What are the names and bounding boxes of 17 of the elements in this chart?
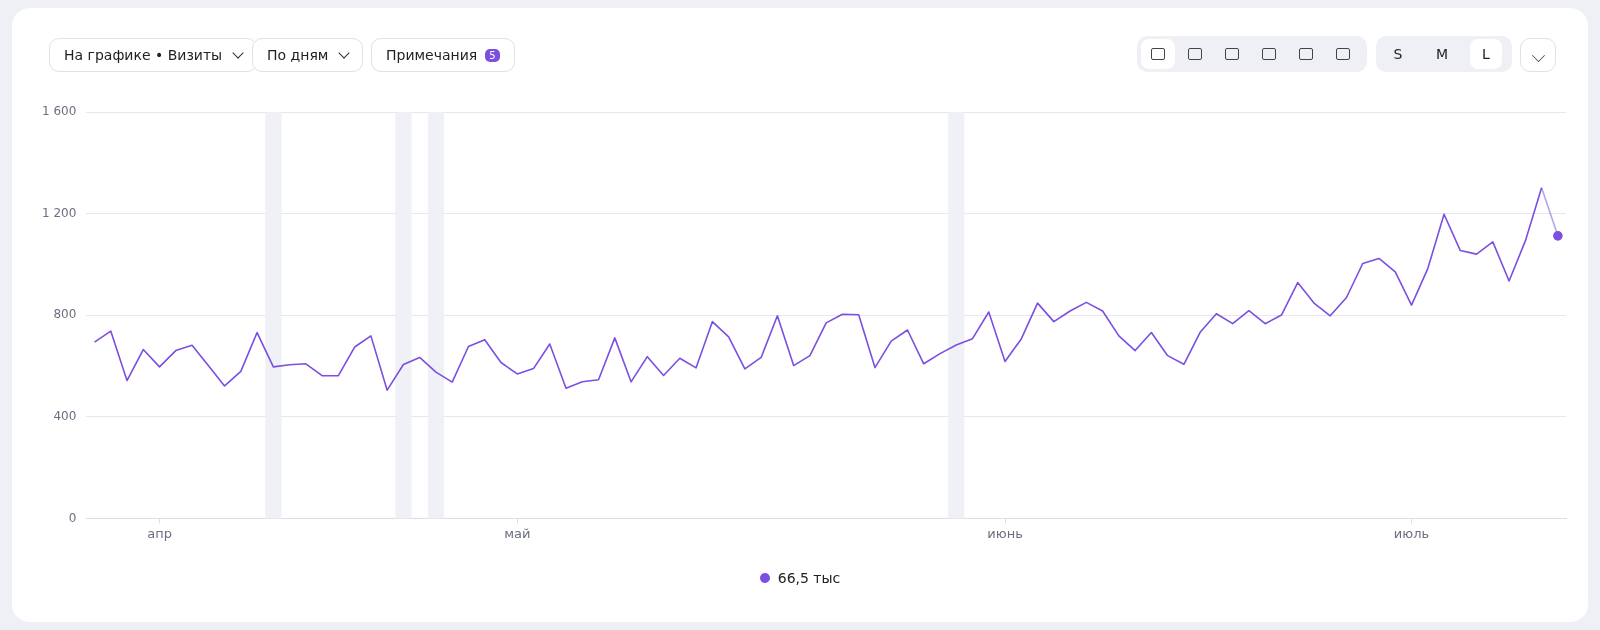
x-tick-label: июль (1393, 525, 1430, 541)
y-tick-label: 1 200 (41, 205, 77, 220)
text: L (1470, 39, 1502, 69)
text: 66,5 тыс (777, 570, 841, 586)
x-tick-label: апр (147, 525, 172, 541)
x-tick-label: июнь (987, 525, 1023, 541)
text: S (1392, 45, 1404, 64)
y-tick-label: 0 (68, 510, 77, 525)
y-tick-label: 1 600 (41, 104, 77, 119)
x-tick-label: май (504, 525, 531, 541)
text: По дням (252, 38, 364, 72)
y-tick-label: 800 (53, 307, 77, 322)
y-tick-label: 400 (53, 408, 77, 423)
text: 5 (485, 48, 500, 62)
text: M (1434, 45, 1450, 64)
text: Примечания (386, 47, 478, 63)
text: На графике • Визиты (49, 38, 258, 72)
